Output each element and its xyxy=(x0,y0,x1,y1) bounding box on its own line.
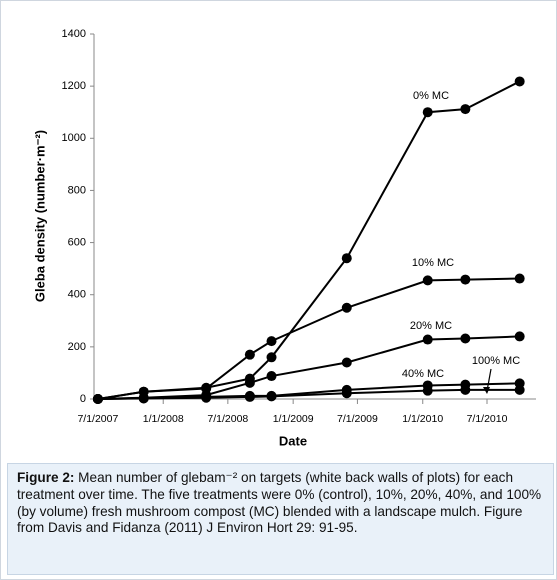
marker xyxy=(266,352,277,363)
x-tick-label: 7/1/2008 xyxy=(207,413,248,425)
y-tick-label: 0 xyxy=(80,393,86,405)
y-tick-label: 400 xyxy=(68,289,86,301)
caption: Figure 2: Mean number of glebam⁻² on tar… xyxy=(7,463,554,575)
y-tick-label: 1400 xyxy=(62,28,86,40)
series-label: 40% MC xyxy=(402,368,444,380)
y-axis-title: Gleba density (number·m⁻²) xyxy=(32,130,47,302)
marker xyxy=(460,384,471,395)
x-tick-label: 1/1/2009 xyxy=(273,413,314,425)
marker xyxy=(514,273,525,284)
x-tick-label: 7/1/2009 xyxy=(337,413,378,425)
marker xyxy=(422,107,433,118)
marker xyxy=(266,391,277,402)
marker xyxy=(92,394,103,404)
y-tick-label: 800 xyxy=(68,184,86,196)
marker xyxy=(422,385,433,396)
marker xyxy=(341,388,352,399)
marker xyxy=(422,334,433,345)
series-line xyxy=(97,80,521,400)
marker xyxy=(244,377,255,388)
marker xyxy=(460,333,471,344)
series-label: 0% MC xyxy=(413,90,449,102)
marker xyxy=(266,336,277,347)
caption-label: Figure 2: xyxy=(17,470,75,485)
marker xyxy=(341,302,352,313)
marker xyxy=(514,76,525,87)
x-tick-label: 7/1/2010 xyxy=(467,413,508,425)
marker xyxy=(460,274,471,285)
marker xyxy=(514,384,525,395)
y-tick-label: 200 xyxy=(68,341,86,353)
series-label: 20% MC xyxy=(410,320,452,332)
marker xyxy=(244,391,255,402)
caption-text: Mean number of glebam⁻² on targets (whit… xyxy=(17,470,542,536)
series-label: 100% MC xyxy=(472,355,520,367)
marker xyxy=(201,392,212,403)
marker xyxy=(266,371,277,382)
marker xyxy=(460,104,471,115)
marker xyxy=(341,253,352,264)
series-label: 10% MC xyxy=(412,257,454,269)
x-tick-label: 7/1/2007 xyxy=(77,413,118,425)
marker xyxy=(244,349,255,360)
x-tick-label: 1/1/2008 xyxy=(143,413,184,425)
y-tick-label: 1200 xyxy=(62,80,86,92)
y-tick-label: 600 xyxy=(68,236,86,248)
marker xyxy=(341,357,352,368)
label-arrowhead xyxy=(483,387,490,394)
y-tick-label: 1000 xyxy=(62,132,86,144)
chart: Date Gleba density (number·m⁻²) 0 200 400 6… xyxy=(32,28,536,448)
x-tick-label: 1/1/2010 xyxy=(402,413,443,425)
marker xyxy=(138,393,149,404)
marker xyxy=(422,275,433,286)
marker xyxy=(514,331,525,342)
x-axis-title: Date xyxy=(279,433,307,448)
